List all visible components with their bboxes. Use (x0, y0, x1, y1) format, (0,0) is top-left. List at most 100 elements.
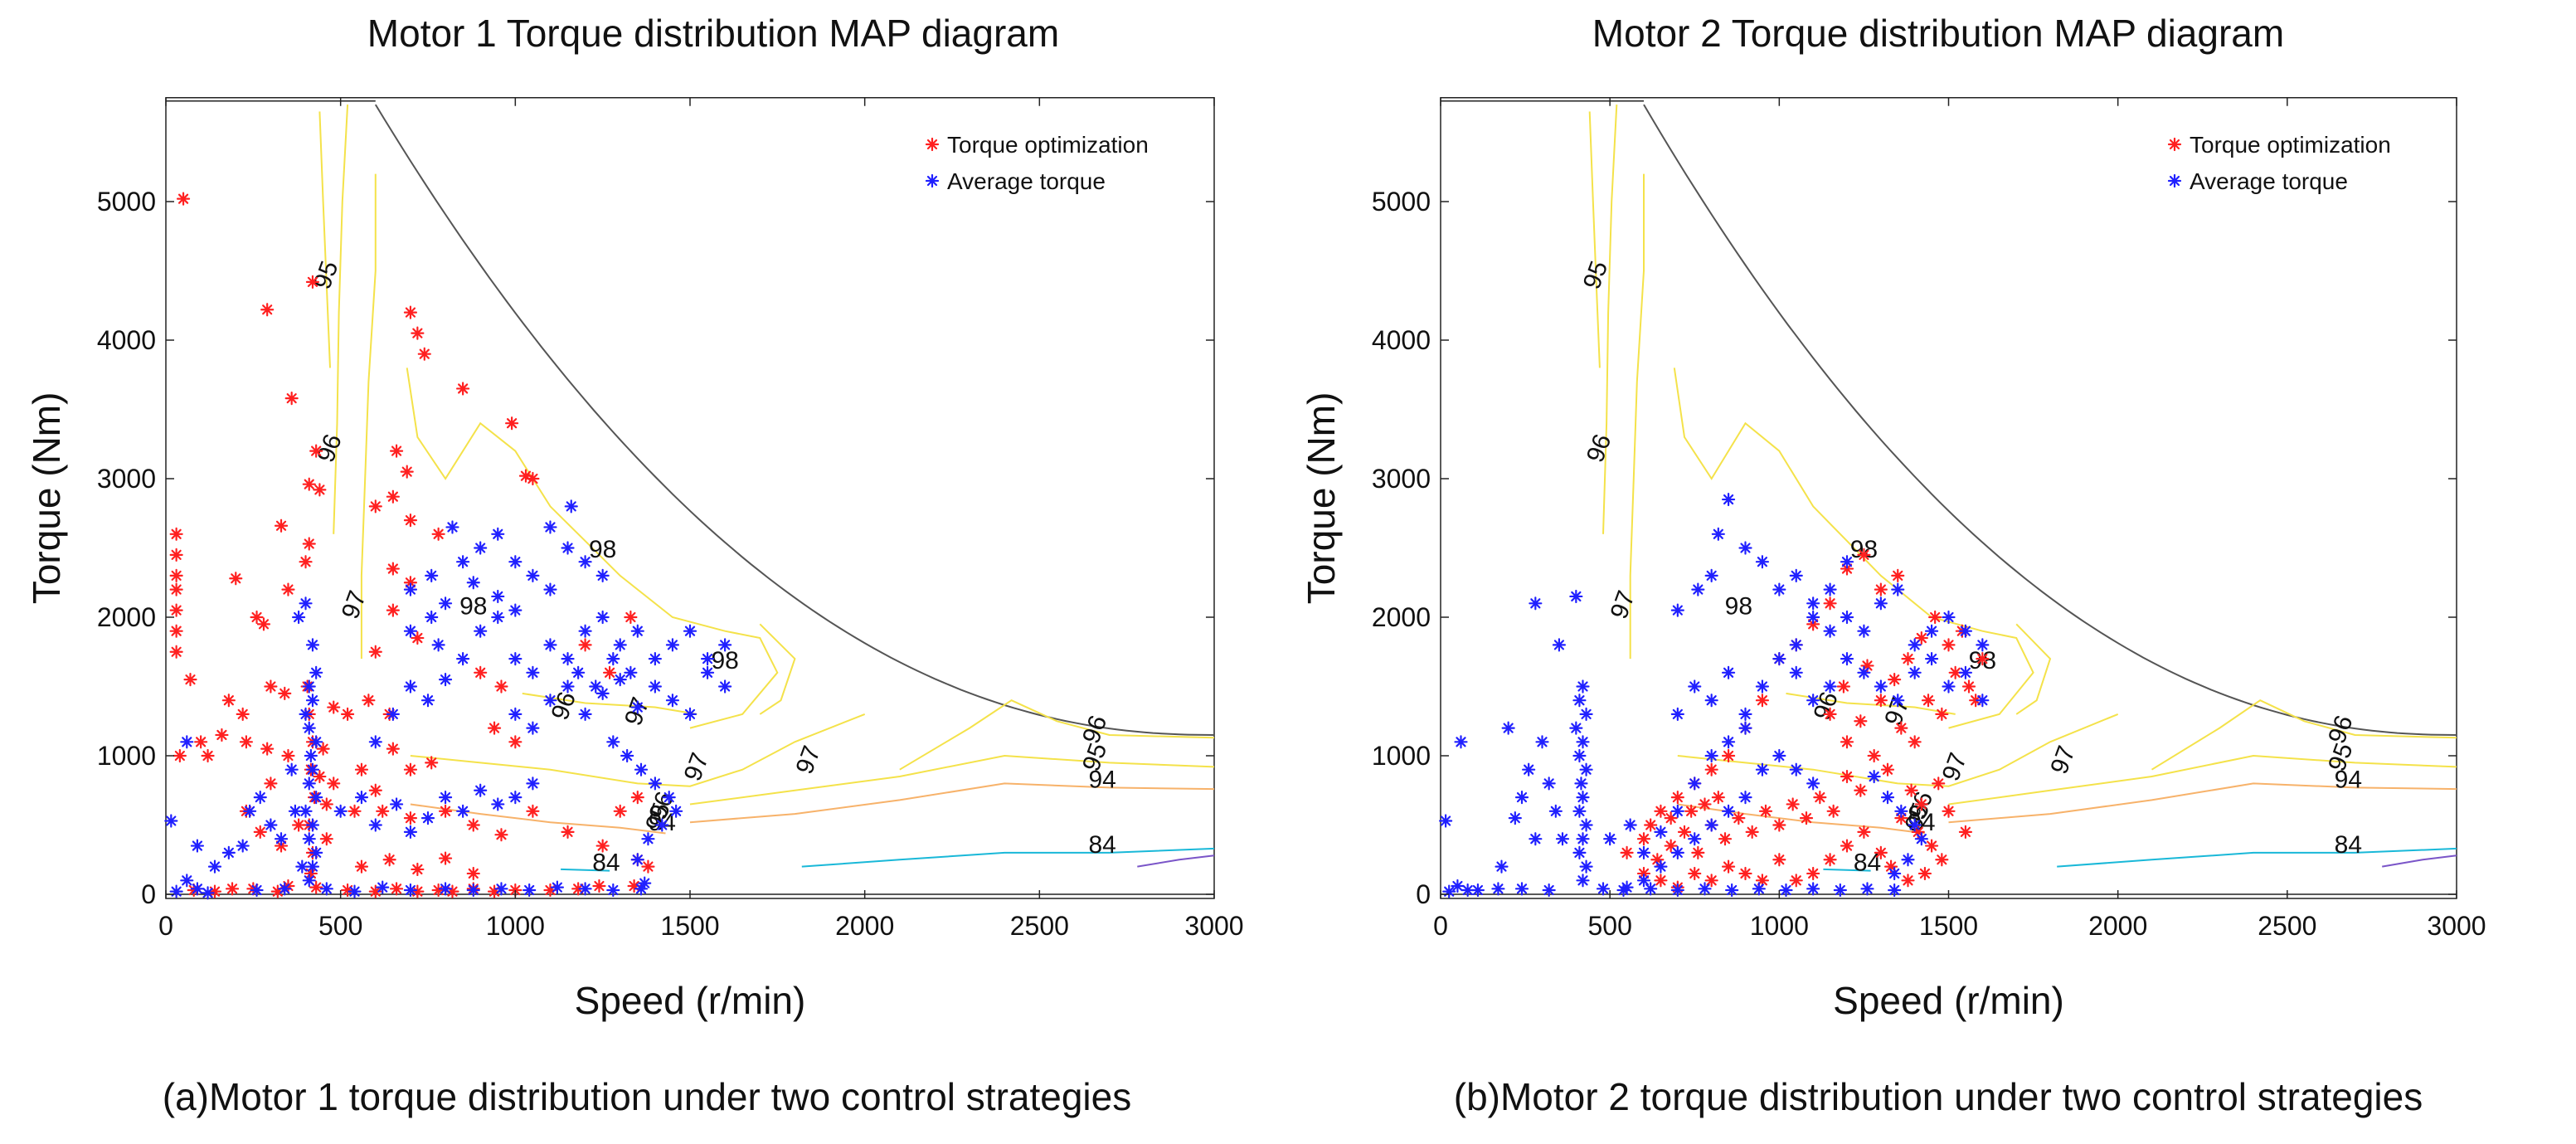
data-point (624, 610, 638, 625)
data-point (1688, 776, 1702, 791)
x-axis-label: Speed (r/min) (1833, 979, 2064, 1022)
data-point (491, 797, 505, 811)
data-point (602, 665, 617, 679)
data-point (1894, 804, 1908, 818)
data-point (302, 776, 316, 791)
y-tick-label: 0 (1416, 879, 1431, 909)
contour-label: 96 (2323, 712, 2358, 747)
data-point (1691, 582, 1705, 596)
data-point (620, 748, 634, 763)
data-point (1698, 882, 1712, 896)
data-point (1789, 762, 1803, 776)
y-tick-label: 4000 (97, 325, 156, 355)
data-point (169, 548, 183, 562)
data-point (1932, 776, 1946, 791)
data-point (183, 673, 197, 687)
data-point (229, 572, 243, 586)
data-point (194, 735, 208, 749)
data-point (1891, 694, 1905, 708)
data-point (299, 555, 313, 569)
data-point (403, 514, 418, 528)
data-point (1579, 762, 1593, 776)
data-point (595, 839, 610, 853)
data-point (386, 707, 400, 721)
data-point (340, 707, 355, 721)
data-point (641, 832, 655, 846)
data-point (264, 679, 278, 694)
data-point (508, 707, 522, 721)
data-point (718, 638, 732, 652)
data-point (270, 884, 284, 898)
y-axis-label: Torque (Nm) (25, 392, 68, 605)
data-point (655, 818, 669, 832)
data-point (1826, 804, 1840, 818)
data-point (354, 791, 369, 805)
data-point (627, 879, 641, 893)
data-point (327, 776, 341, 791)
data-point (1721, 492, 1736, 507)
data-point (1840, 769, 1854, 784)
data-point (466, 576, 480, 590)
data-point (474, 783, 488, 797)
data-point (425, 610, 439, 625)
data-point (169, 568, 183, 582)
data-point (302, 679, 316, 694)
data-point (1738, 707, 1752, 721)
legend-marker-average-torque (2167, 173, 2182, 188)
contour-label: 98 (459, 593, 487, 621)
data-point (466, 866, 480, 881)
data-point (403, 811, 418, 825)
data-point (1572, 845, 1587, 859)
data-point (1514, 791, 1529, 805)
data-point (630, 624, 644, 638)
data-point (299, 596, 313, 611)
data-point (1755, 679, 1770, 694)
x-tick-label: 1000 (1750, 911, 1809, 941)
data-point (1891, 582, 1905, 596)
x-tick-label: 3000 (1184, 911, 1243, 941)
data-point (1620, 845, 1634, 859)
data-point (1718, 832, 1733, 846)
external-characteristic-curve (374, 104, 1215, 736)
contour-label: 95 (309, 257, 343, 293)
data-point (309, 880, 323, 894)
data-point (319, 882, 333, 896)
data-point (1860, 659, 1874, 673)
data-point (456, 652, 470, 666)
data-point (1654, 825, 1668, 839)
data-point (508, 883, 522, 898)
data-point (1704, 568, 1718, 582)
data-point (1786, 797, 1800, 811)
data-point (1823, 679, 1837, 694)
data-point (1935, 707, 1949, 721)
data-point (302, 537, 316, 551)
data-point (313, 483, 327, 497)
legend-marker-torque-optimization (925, 137, 940, 152)
data-point (169, 624, 183, 638)
data-point (302, 721, 316, 735)
data-point (1439, 814, 1453, 828)
data-point (456, 555, 470, 569)
data-point (1576, 874, 1590, 888)
data-point (1857, 825, 1871, 839)
data-point (491, 610, 505, 625)
data-point (1840, 610, 1854, 625)
data-point (1823, 624, 1837, 638)
data-point (1857, 548, 1871, 562)
data-point (176, 192, 191, 206)
data-point (1823, 707, 1837, 721)
data-point (299, 804, 313, 818)
data-point (494, 882, 508, 896)
data-point (561, 541, 575, 555)
data-point (1806, 610, 1820, 625)
data-point (215, 728, 229, 742)
data-point (1738, 541, 1752, 555)
data-point (386, 742, 400, 756)
contour-97-low (1677, 713, 2119, 787)
data-point (386, 562, 400, 576)
y-tick-label: 1000 (97, 741, 156, 771)
data-point (274, 839, 289, 853)
data-point (1772, 748, 1786, 763)
data-point (1752, 882, 1766, 896)
data-point (474, 624, 488, 638)
